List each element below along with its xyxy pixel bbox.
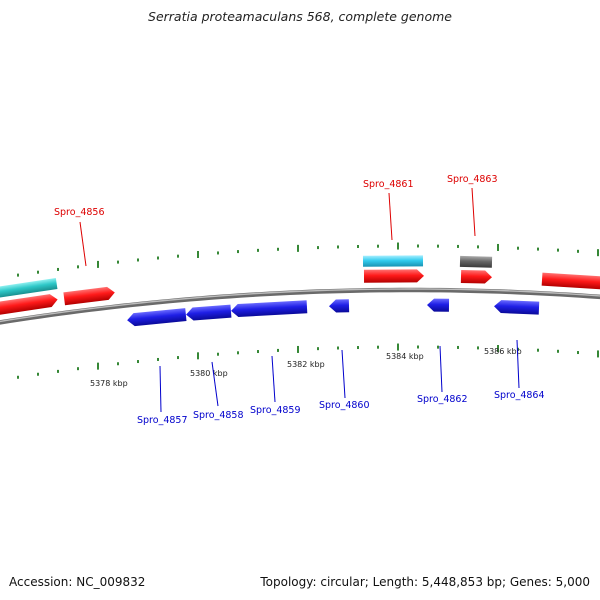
accession-label: Accession: NC_009832 <box>9 575 146 589</box>
gene-forward-left <box>0 294 58 316</box>
scale-label: 5380 kbp <box>190 369 228 378</box>
teal-feature <box>0 278 58 299</box>
leader-line <box>271 355 276 403</box>
rna-feature-cyan <box>362 255 424 267</box>
gene-label: Spro_4862 <box>417 394 468 405</box>
gene-label: Spro_4864 <box>494 390 545 401</box>
gene-spro-4864-group <box>494 300 540 315</box>
gene-spro-4863 <box>460 269 492 284</box>
gene-spro-4859 <box>231 300 308 317</box>
gene-forward-right-group <box>541 272 600 290</box>
leader-line <box>159 365 162 413</box>
gene-forward-right <box>541 272 600 290</box>
gene-label: Spro_4856 <box>54 207 105 218</box>
leader-line <box>341 349 346 399</box>
gray-feature-group <box>459 255 493 268</box>
gene-label: Spro_4857 <box>137 415 188 426</box>
gene-label: Spro_4858 <box>193 410 244 421</box>
gene-spro-4857 <box>127 308 187 327</box>
gene-spro-4861-group <box>363 269 424 283</box>
gene-spro-4860-group <box>329 299 350 313</box>
rna-feature-cyan-group <box>362 255 424 267</box>
scale-label: 5382 kbp <box>287 360 325 369</box>
gene-spro-4858 <box>186 304 232 321</box>
gene-spro-4856 <box>63 286 115 306</box>
gene-spro-4863-group <box>460 269 492 284</box>
gene-spro-4861 <box>363 269 424 283</box>
chromosome-backbone-highlight <box>0 288 600 323</box>
leader-line <box>471 187 476 237</box>
gene-label: Spro_4859 <box>250 405 301 416</box>
leader-line <box>439 345 443 393</box>
leader-line <box>388 192 393 241</box>
scale-label: 5384 kbp <box>386 352 424 361</box>
gene-spro-4862-group <box>427 298 450 312</box>
gene-label: Spro_4860 <box>319 400 370 411</box>
gene-spro-4864 <box>494 300 540 315</box>
gene-spro-4862 <box>427 298 450 312</box>
gene-spro-4856-group <box>63 286 115 306</box>
gene-label: Spro_4861 <box>363 179 414 190</box>
gene-spro-4860 <box>329 299 350 313</box>
gene-spro-4859-group <box>231 300 308 317</box>
gene-label: Spro_4863 <box>447 174 498 185</box>
genome-summary: Topology: circular; Length: 5,448,853 bp… <box>260 575 590 589</box>
gene-spro-4858-group <box>186 304 232 321</box>
scale-label: 5378 kbp <box>90 379 128 388</box>
leader-line <box>211 361 219 407</box>
gene-forward-left-group <box>0 294 58 316</box>
gray-feature <box>459 255 493 268</box>
scale-label: 5386 kbp <box>484 347 522 356</box>
genome-title: Serratia proteamaculans 568, complete ge… <box>148 9 452 24</box>
leader-line <box>516 339 520 389</box>
gene-spro-4857-group <box>127 308 187 327</box>
chromosome-backbone <box>0 287 600 325</box>
leader-line <box>79 221 87 267</box>
teal-feature-group <box>0 278 58 299</box>
